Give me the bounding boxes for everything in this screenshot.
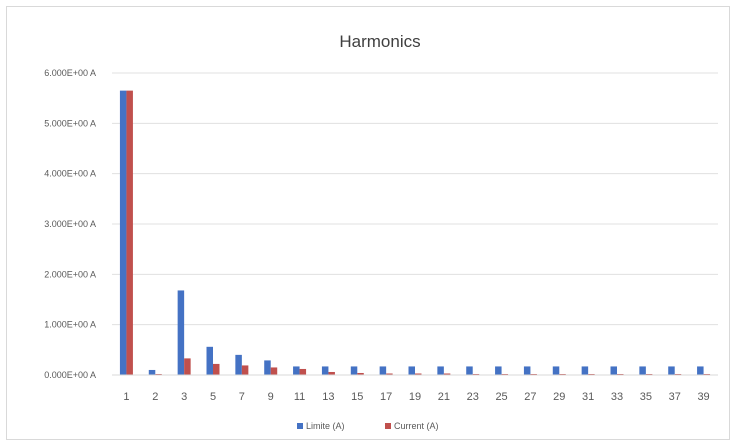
bar-current bbox=[357, 372, 364, 375]
x-tick-label: 21 bbox=[438, 391, 450, 403]
bar-limite bbox=[466, 366, 473, 375]
x-tick-label: 2 bbox=[152, 391, 158, 403]
y-tick-label: 6.000E+00 A bbox=[44, 68, 96, 78]
x-axis-ticks: 1 2 3 5 7 9 11 13 15 17 19 21 23 25 27 29 31 33 35 37 39 bbox=[123, 391, 709, 403]
bar-current bbox=[299, 368, 307, 375]
bar-current bbox=[126, 90, 133, 375]
bar-current bbox=[386, 373, 393, 375]
x-tick-label: 15 bbox=[351, 391, 363, 403]
bars bbox=[119, 90, 711, 375]
legend-swatch bbox=[385, 423, 391, 429]
bar-current bbox=[328, 371, 335, 375]
bar-current bbox=[415, 373, 422, 375]
bar-current bbox=[213, 363, 220, 375]
x-tick-label: 11 bbox=[294, 391, 305, 403]
x-tick-label: 39 bbox=[697, 391, 709, 403]
bar-limite bbox=[697, 366, 704, 375]
bar-current bbox=[559, 373, 566, 375]
bar-limite bbox=[581, 366, 589, 375]
bar-current bbox=[530, 373, 537, 375]
legend-swatch bbox=[297, 423, 303, 429]
bar-limite bbox=[668, 366, 675, 375]
bar-limite bbox=[495, 366, 502, 375]
y-tick-label: 2.000E+00 A bbox=[44, 269, 96, 279]
x-tick-label: 33 bbox=[611, 391, 623, 403]
x-tick-label: 1 bbox=[123, 391, 129, 403]
bar-limite bbox=[264, 360, 271, 375]
bar-limite bbox=[408, 366, 415, 375]
bar-current bbox=[674, 373, 682, 375]
x-tick-label: 31 bbox=[582, 391, 594, 403]
bar-limite bbox=[119, 90, 127, 375]
bar-current bbox=[617, 373, 624, 375]
legend-label: Limite (A) bbox=[306, 421, 345, 431]
y-tick-label: 3.000E+00 A bbox=[44, 219, 96, 229]
bar-limite bbox=[437, 366, 444, 375]
chart-title: Harmonics bbox=[339, 32, 420, 51]
bar-current bbox=[270, 367, 278, 375]
x-tick-label: 27 bbox=[524, 391, 536, 403]
y-tick-label: 0.000E+00 A bbox=[44, 370, 96, 380]
legend: Limite (A) Current (A) bbox=[297, 421, 439, 431]
x-tick-label: 23 bbox=[467, 391, 479, 403]
x-tick-label: 17 bbox=[380, 391, 392, 403]
y-tick-label: 1.000E+00 A bbox=[44, 320, 96, 330]
x-tick-label: 37 bbox=[669, 391, 681, 403]
bar-limite bbox=[552, 366, 560, 375]
x-tick-label: 9 bbox=[268, 391, 274, 403]
x-tick-label: 7 bbox=[239, 391, 245, 403]
bar-current bbox=[472, 373, 480, 375]
x-tick-label: 3 bbox=[181, 391, 187, 403]
x-tick-label: 19 bbox=[409, 391, 421, 403]
bar-current bbox=[645, 373, 653, 375]
bar-current bbox=[588, 373, 595, 375]
bar-current bbox=[241, 365, 249, 375]
x-tick-label: 5 bbox=[210, 391, 216, 403]
bar-limite bbox=[639, 366, 646, 375]
x-tick-label: 13 bbox=[322, 391, 334, 403]
bar-limite bbox=[379, 366, 387, 375]
y-axis-ticks: 0.000E+00 A 1.000E+00 A 2.000E+00 A 3.000E+… bbox=[44, 68, 96, 380]
bar-limite bbox=[350, 366, 358, 375]
gridlines bbox=[112, 72, 718, 326]
bar-current bbox=[443, 373, 451, 375]
bar-limite bbox=[523, 366, 531, 375]
legend-label: Current (A) bbox=[394, 421, 439, 431]
bar-current bbox=[501, 373, 509, 375]
bar-limite bbox=[148, 369, 156, 375]
y-tick-label: 5.000E+00 A bbox=[44, 118, 96, 128]
bar-current bbox=[155, 373, 162, 375]
bar-limite bbox=[610, 366, 617, 375]
x-tick-label: 35 bbox=[640, 391, 652, 403]
bar-limite bbox=[235, 354, 242, 375]
bar-limite bbox=[321, 366, 329, 375]
bar-limite bbox=[293, 366, 300, 375]
bar-current bbox=[703, 373, 711, 375]
x-tick-label: 25 bbox=[495, 391, 507, 403]
bar-limite bbox=[206, 346, 213, 375]
bar-limite bbox=[177, 290, 185, 375]
x-tick-label: 29 bbox=[553, 391, 565, 403]
y-tick-label: 4.000E+00 A bbox=[44, 169, 96, 179]
bar-current bbox=[184, 358, 191, 375]
